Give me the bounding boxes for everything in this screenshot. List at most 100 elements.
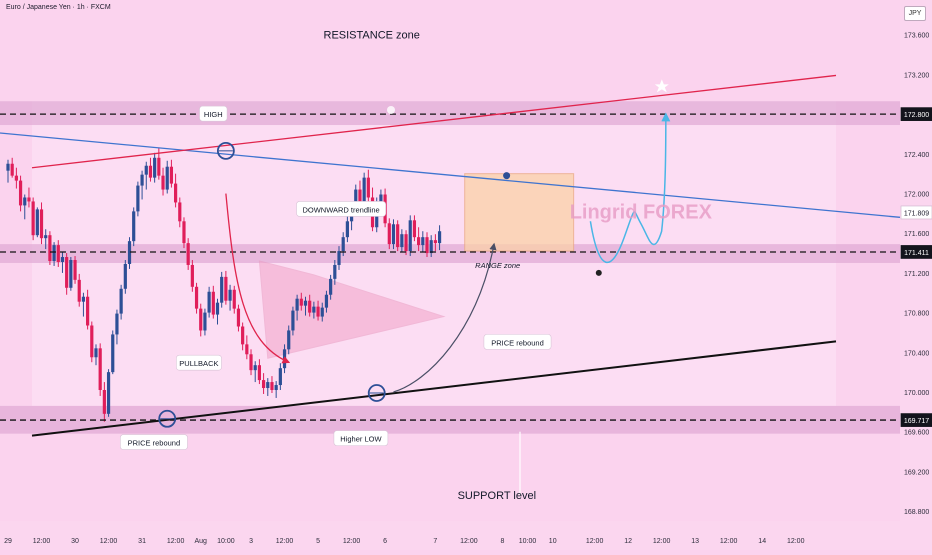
symbol-title: Euro / Japanese Yen · 1h · FXCM	[6, 4, 111, 11]
candle-body	[194, 286, 199, 309]
candle-body	[102, 390, 106, 414]
annotation-box	[120, 434, 188, 450]
price-tick-label: 172.000	[904, 192, 929, 199]
price-label-box	[900, 107, 932, 121]
candle-body	[320, 307, 324, 317]
candle-body	[337, 251, 341, 265]
price-tick-label: 170.000	[904, 390, 929, 397]
candle-body	[119, 288, 123, 314]
candle-body	[329, 278, 333, 295]
price-label-box	[900, 413, 932, 427]
candle-body	[39, 209, 44, 239]
candle-body	[391, 224, 396, 245]
candle-body	[287, 330, 291, 350]
candle-body	[274, 385, 278, 391]
annotation-label: Higher LOW	[340, 435, 382, 444]
annotation-box	[296, 201, 386, 217]
annotation-label: RANGE zone	[475, 261, 520, 270]
candle-body	[333, 264, 337, 279]
time-tick-label: 10:00	[519, 538, 537, 545]
candle-body	[14, 175, 18, 181]
time-tick-label: 14	[758, 538, 766, 545]
price-label-box	[900, 245, 932, 259]
rising-resistance-line	[31, 74, 837, 169]
candle-body	[106, 372, 111, 414]
candle-body	[379, 194, 383, 203]
candle-body	[316, 306, 320, 317]
rising-support-line	[31, 340, 837, 437]
price-tick-label: 170.800	[904, 311, 929, 318]
candle-body	[203, 312, 207, 331]
annotation-box	[333, 430, 389, 446]
annotation-label: PULLBACK	[179, 359, 218, 368]
annotation-label: DOWNWARD trendline	[302, 205, 379, 214]
time-tick-label: 30	[71, 538, 79, 545]
candle-body	[18, 180, 23, 206]
candle-body	[400, 234, 404, 248]
candle-body	[303, 300, 308, 306]
time-tick-label: 31	[138, 538, 146, 545]
candle-body	[421, 237, 425, 246]
price-tick-label: 171.200	[904, 271, 929, 278]
price-tick-label: 173.600	[904, 33, 929, 40]
candle-body	[417, 237, 421, 246]
smiley-icon	[387, 106, 395, 114]
low-marker	[158, 409, 177, 428]
candle-body	[56, 245, 60, 262]
projected-path	[589, 112, 671, 264]
rebound-arrow	[393, 242, 497, 393]
time-tick-label: 12:00	[720, 538, 738, 545]
price-label: 171.411	[904, 250, 929, 257]
candle-body	[312, 306, 316, 313]
time-tick-label: 12:00	[100, 538, 118, 545]
time-tick-label: Aug	[195, 538, 208, 545]
candle-body	[127, 241, 132, 264]
candle-body	[236, 308, 241, 327]
candle-body	[341, 237, 345, 252]
candle-body	[266, 382, 270, 389]
candle-body	[136, 185, 140, 212]
annotation-label: HIGH	[204, 110, 223, 119]
candle-body	[186, 243, 190, 265]
candle-body	[220, 276, 224, 303]
candle-body	[182, 221, 186, 244]
time-tick-label: 10	[549, 538, 557, 545]
price-tick-label: 173.200	[904, 72, 929, 79]
time-tick-label: 12:00	[276, 538, 294, 545]
candle-body	[178, 202, 182, 222]
candle-body	[111, 334, 115, 373]
annotation-box	[176, 354, 222, 371]
candle-body	[433, 240, 437, 244]
candle-body	[396, 224, 400, 248]
candle-body	[169, 166, 174, 184]
annotation-label: PRICE rebound	[128, 439, 181, 448]
time-tick-label: 29	[4, 538, 12, 545]
annotation-box	[199, 105, 228, 122]
time-tick-label: 12:00	[586, 538, 604, 545]
candle-body	[48, 235, 52, 261]
annotation-box	[483, 334, 552, 350]
price-axis	[900, 0, 932, 550]
annotation-label: SUPPORT level	[458, 490, 536, 502]
candle-body	[270, 382, 274, 391]
candle-body	[345, 221, 349, 238]
candle-body	[199, 308, 203, 331]
time-tick-label: 12:00	[653, 538, 671, 545]
price-tick-label: 169.600	[904, 430, 929, 437]
high-marker	[216, 141, 235, 160]
candle-body	[123, 263, 127, 289]
candle-body	[161, 175, 165, 190]
time-tick-label: 12:00	[787, 538, 805, 545]
candle-body	[232, 289, 236, 309]
time-tick-label: 6	[383, 538, 387, 545]
candle-body	[257, 365, 261, 381]
downward-trendline	[0, 132, 901, 218]
candle-body	[362, 177, 366, 206]
candle-body	[308, 300, 312, 313]
candle-body	[291, 310, 295, 331]
candle-body	[412, 220, 417, 238]
price-tick-label: 168.800	[904, 509, 929, 516]
currency-unit-button[interactable]: JPY	[904, 6, 926, 21]
candle-body	[90, 325, 94, 358]
